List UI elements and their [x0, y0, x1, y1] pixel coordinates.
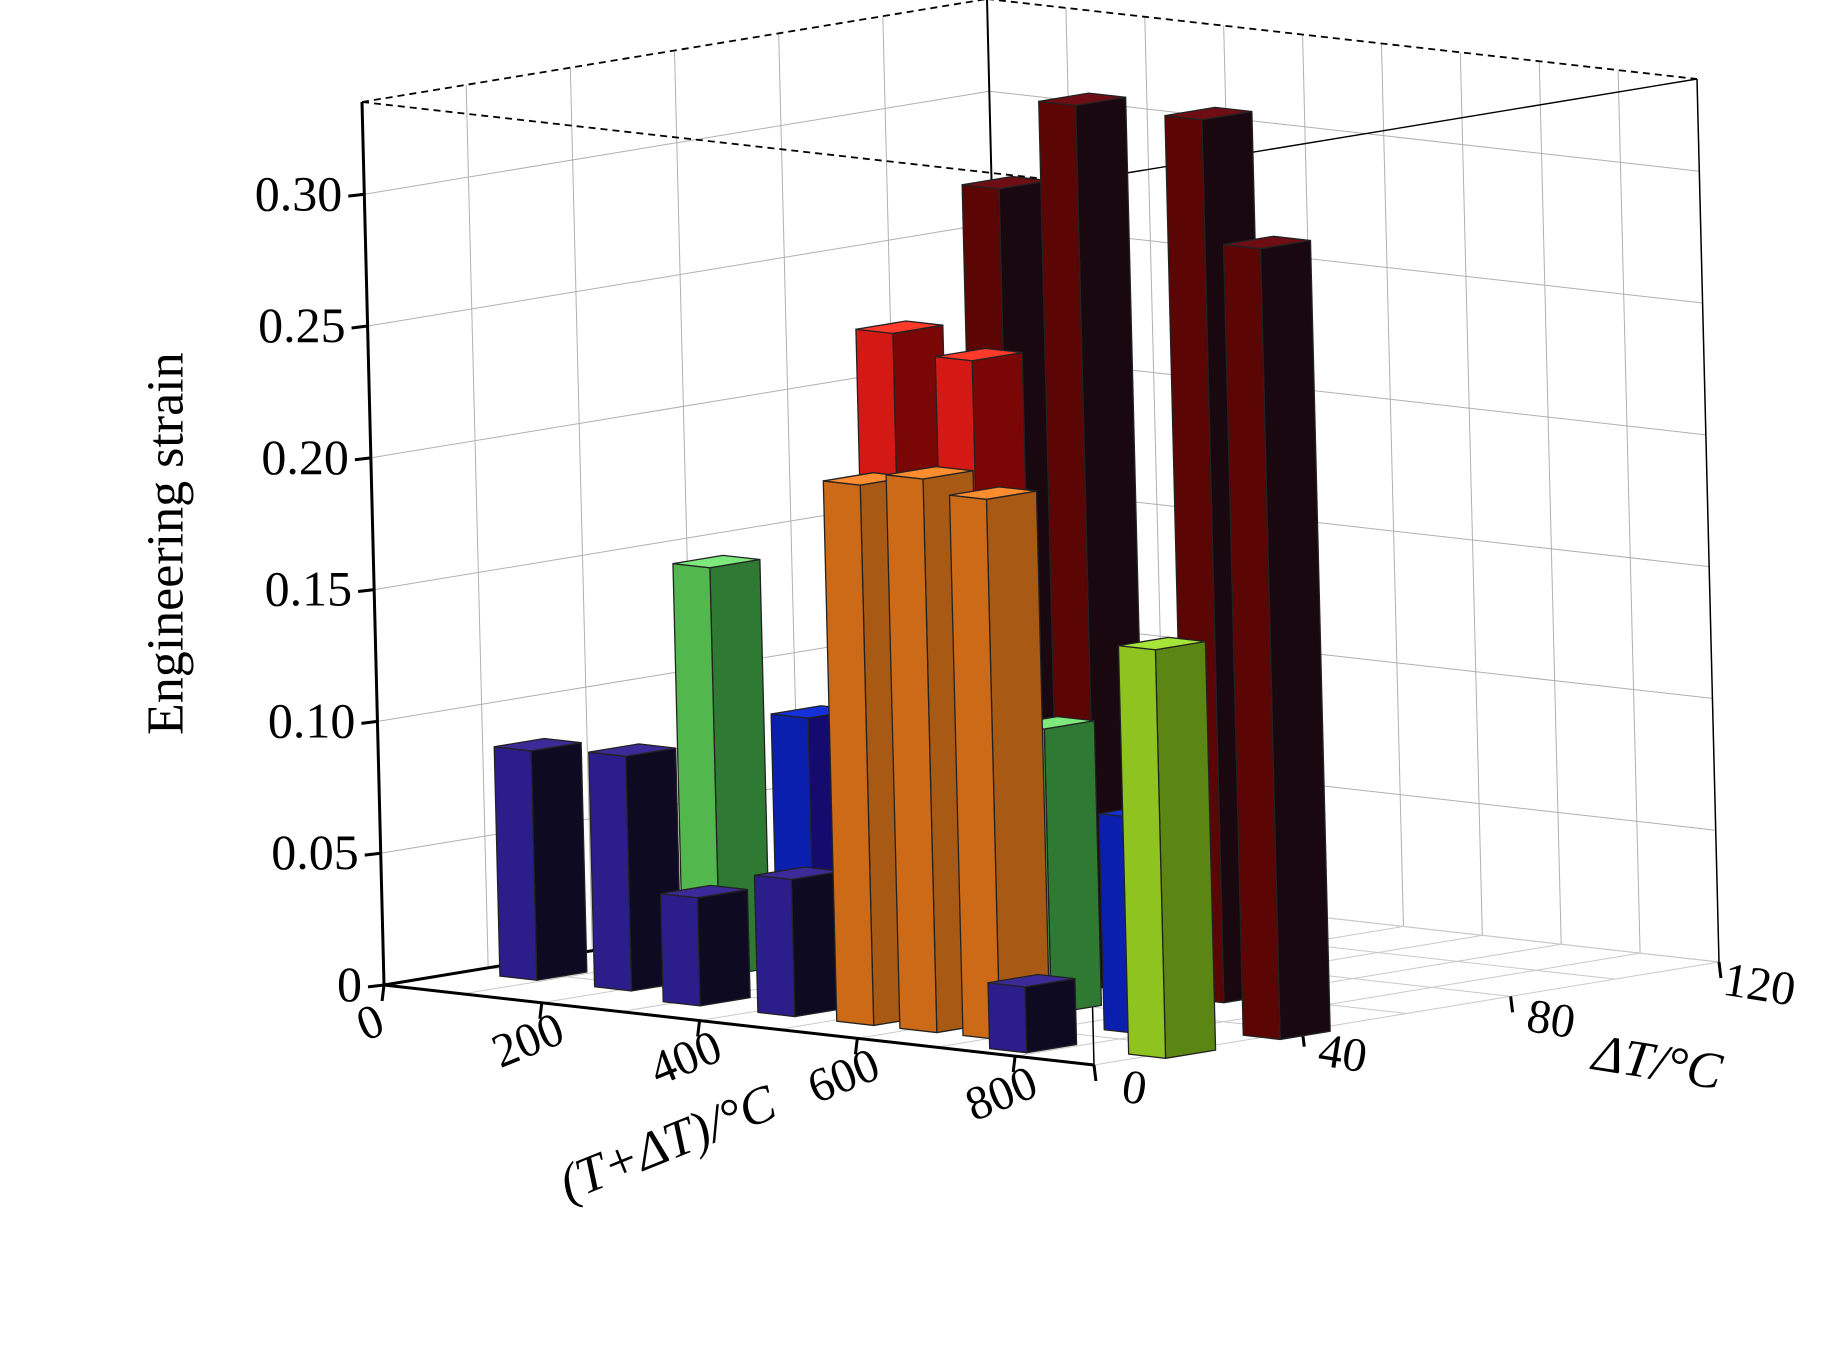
- svg-text:0.10: 0.10: [268, 692, 356, 748]
- svg-text:0.05: 0.05: [271, 824, 359, 880]
- svg-text:0.30: 0.30: [255, 165, 343, 221]
- svg-text:0.15: 0.15: [265, 561, 353, 617]
- svg-text:120: 120: [1720, 953, 1799, 1017]
- svg-text:0.20: 0.20: [261, 429, 349, 485]
- svg-text:80: 80: [1523, 989, 1579, 1049]
- svg-text:0.25: 0.25: [258, 297, 346, 353]
- svg-text:Engineering strain: Engineering strain: [138, 352, 195, 735]
